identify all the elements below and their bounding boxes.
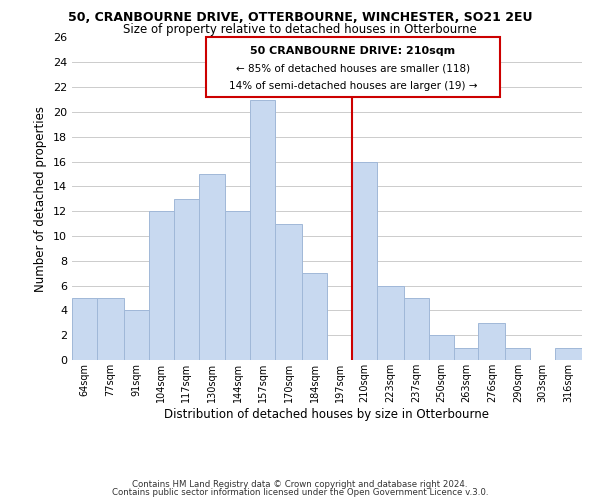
Bar [124,310,149,360]
Text: 14% of semi-detached houses are larger (19) →: 14% of semi-detached houses are larger (… [229,82,477,92]
Text: 50, CRANBOURNE DRIVE, OTTERBOURNE, WINCHESTER, SO21 2EU: 50, CRANBOURNE DRIVE, OTTERBOURNE, WINCH… [68,11,532,24]
Bar [302,273,327,360]
Bar [226,211,250,360]
Bar [72,298,97,360]
Bar [149,211,173,360]
FancyBboxPatch shape [206,38,500,97]
Bar [404,298,428,360]
Bar [428,335,454,360]
Bar [505,348,530,360]
Bar [97,298,124,360]
Y-axis label: Number of detached properties: Number of detached properties [34,106,47,292]
Bar [173,198,199,360]
Text: 50 CRANBOURNE DRIVE: 210sqm: 50 CRANBOURNE DRIVE: 210sqm [250,46,455,56]
Bar [555,348,582,360]
Bar [478,323,505,360]
Bar [454,348,478,360]
Bar [377,286,404,360]
Text: Contains HM Land Registry data © Crown copyright and database right 2024.: Contains HM Land Registry data © Crown c… [132,480,468,489]
Bar [250,100,275,360]
Text: ← 85% of detached houses are smaller (118): ← 85% of detached houses are smaller (11… [236,64,470,74]
Text: Contains public sector information licensed under the Open Government Licence v.: Contains public sector information licen… [112,488,488,497]
Bar [199,174,226,360]
X-axis label: Distribution of detached houses by size in Otterbourne: Distribution of detached houses by size … [164,408,490,420]
Text: Size of property relative to detached houses in Otterbourne: Size of property relative to detached ho… [123,22,477,36]
Bar [275,224,302,360]
Bar [352,162,377,360]
